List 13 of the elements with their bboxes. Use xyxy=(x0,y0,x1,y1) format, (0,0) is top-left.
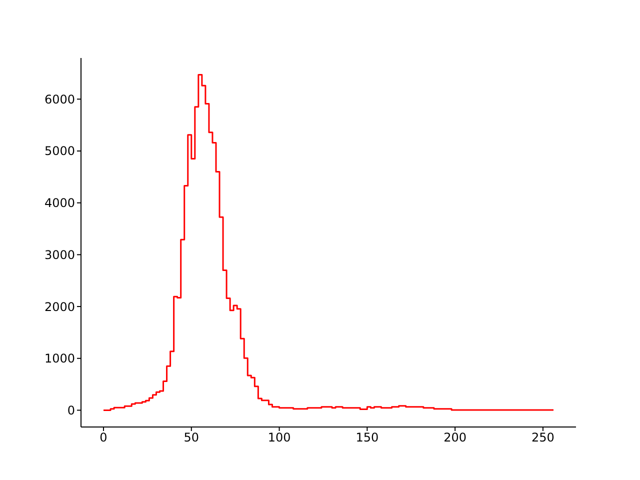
x-tick-label: 200 xyxy=(444,430,467,445)
x-tick-label: 150 xyxy=(356,430,379,445)
y-tick-label: 6000 xyxy=(44,92,75,106)
y-tick-label: 1000 xyxy=(44,352,75,366)
x-tick-label: 250 xyxy=(532,430,554,445)
x-tick-label: 0 xyxy=(100,430,108,445)
y-tick-label: 2000 xyxy=(44,300,75,314)
x-tick-label: 50 xyxy=(184,430,200,445)
x-tick-label: 100 xyxy=(268,430,291,445)
y-tick-label: 4000 xyxy=(44,196,75,210)
y-tick-label: 0 xyxy=(67,403,75,418)
y-tick-label: 3000 xyxy=(44,248,75,262)
y-tick-label: 5000 xyxy=(44,144,75,158)
